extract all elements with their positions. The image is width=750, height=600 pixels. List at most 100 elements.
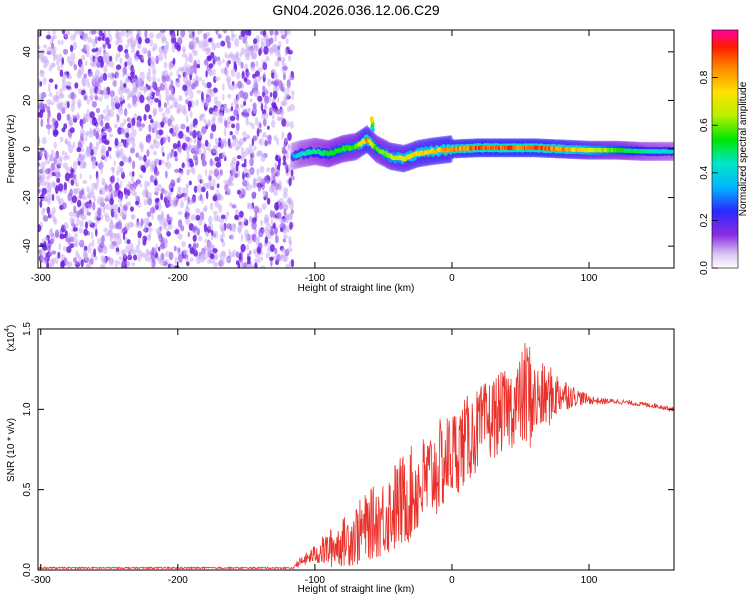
noise-point	[91, 101, 97, 108]
noise-point	[167, 223, 173, 230]
x-tick-label: -300	[31, 273, 51, 284]
noise-point	[63, 182, 67, 191]
y-tick-label: 1.0	[22, 402, 33, 416]
noise-point	[245, 40, 249, 49]
noise-point	[176, 69, 180, 77]
noise-point	[144, 217, 148, 225]
noise-point	[246, 259, 251, 265]
noise-point	[50, 227, 53, 236]
noise-point	[135, 200, 139, 206]
noise-point	[289, 121, 294, 129]
noise-point	[83, 245, 88, 251]
noise-point	[203, 223, 208, 233]
noise-point	[182, 46, 186, 53]
noise-point	[242, 109, 248, 118]
noise-point	[172, 98, 178, 105]
noise-point	[44, 236, 48, 243]
noise-point	[205, 183, 209, 190]
noise-point	[217, 141, 222, 148]
noise-point	[72, 41, 77, 51]
noise-point	[265, 252, 271, 259]
noise-point	[273, 135, 278, 141]
noise-point	[257, 67, 263, 72]
noise-point	[191, 196, 197, 204]
figure-title: GN04.2026.036.12.06.C29	[272, 2, 440, 18]
noise-point	[226, 60, 230, 68]
noise-point	[208, 222, 213, 231]
noise-point	[211, 123, 217, 132]
noise-point	[120, 261, 125, 268]
noise-point	[282, 218, 287, 224]
noise-point	[188, 180, 192, 186]
noise-point	[51, 118, 56, 124]
noise-point	[61, 85, 67, 91]
noise-point	[110, 218, 113, 225]
noise-point	[147, 197, 153, 206]
noise-point	[90, 252, 94, 261]
noise-point	[220, 68, 226, 74]
noise-point	[38, 136, 41, 146]
noise-point	[200, 30, 203, 35]
noise-point	[119, 160, 124, 167]
noise-point	[50, 37, 54, 47]
noise-point	[245, 79, 252, 86]
noise-point	[55, 174, 59, 180]
noise-point	[54, 95, 60, 103]
noise-point	[116, 177, 120, 183]
noise-point	[258, 122, 262, 128]
noise-point	[135, 244, 140, 253]
noise-point	[107, 43, 112, 49]
x-tick-label: -200	[168, 273, 188, 284]
noise-point	[101, 90, 104, 97]
noise-point	[115, 40, 118, 46]
noise-point	[252, 181, 257, 189]
noise-point	[125, 31, 130, 38]
noise-point	[160, 159, 165, 164]
noise-point	[177, 211, 183, 216]
noise-point	[144, 188, 149, 196]
noise-point	[281, 247, 286, 254]
noise-point	[217, 115, 221, 124]
noise-point	[256, 37, 260, 43]
noise-point	[264, 236, 269, 244]
noise-point	[154, 198, 160, 203]
noise-point	[191, 167, 196, 175]
noise-point	[197, 30, 201, 36]
noise-point	[188, 124, 193, 130]
noise-point	[171, 148, 174, 154]
noise-point	[130, 222, 135, 228]
noise-point	[130, 175, 134, 183]
noise-point	[247, 204, 253, 210]
noise-point	[114, 259, 119, 268]
noise-point	[73, 257, 77, 263]
noise-point	[39, 249, 43, 256]
noise-point	[240, 103, 244, 109]
noise-point	[122, 232, 126, 241]
noise-point	[185, 81, 191, 87]
noise-point	[233, 172, 239, 178]
noise-point	[232, 249, 237, 258]
noise-point	[148, 123, 152, 133]
noise-point	[75, 182, 79, 187]
noise-point	[42, 77, 47, 85]
noise-point	[51, 193, 55, 202]
noise-point	[146, 211, 152, 218]
noise-point	[212, 248, 218, 254]
noise-point	[69, 60, 76, 66]
noise-point	[210, 253, 215, 260]
noise-point	[232, 222, 235, 231]
noise-point	[243, 100, 247, 106]
noise-point	[150, 252, 156, 262]
noise-point	[166, 97, 170, 107]
noise-point	[131, 171, 135, 177]
noise-point	[204, 204, 208, 212]
noise-point	[73, 242, 77, 247]
noise-point	[114, 182, 120, 192]
noise-point	[149, 144, 155, 150]
noise-point	[86, 82, 91, 88]
noise-point	[114, 101, 121, 110]
noise-point	[281, 118, 287, 127]
noise-point	[247, 256, 251, 261]
noise-point	[38, 54, 41, 60]
noise-point	[185, 115, 189, 123]
